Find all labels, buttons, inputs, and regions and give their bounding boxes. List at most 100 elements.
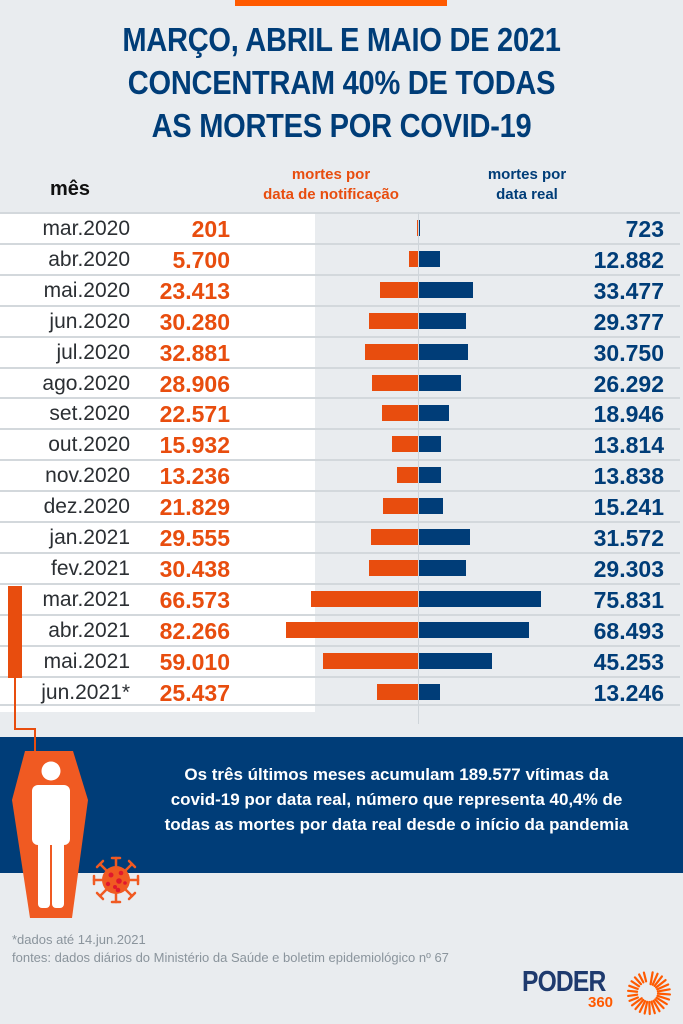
category-label: mar.2020 <box>42 217 130 240</box>
sun-ray <box>628 984 639 990</box>
sun-ray <box>656 983 670 991</box>
notification-bar <box>377 683 418 700</box>
real-value-label: 33.477 <box>593 277 664 304</box>
sun-ray <box>654 978 667 989</box>
notification-bar <box>382 498 418 515</box>
real-bar <box>419 529 470 545</box>
sun-ray <box>654 998 665 1010</box>
chart-row: fev.2021 30.438 29.303 <box>0 551 680 583</box>
sun-ray <box>633 976 643 986</box>
notification-value-label: 21.829 <box>159 494 230 521</box>
category-label: ago.2020 <box>42 371 130 395</box>
real-bar <box>419 652 492 669</box>
real-bar <box>419 467 442 484</box>
real-bar <box>419 498 444 515</box>
notification-bar <box>286 621 418 638</box>
real-bar <box>419 590 541 607</box>
notification-value-label: 23.413 <box>159 277 230 304</box>
category-label: fev.2021 <box>50 556 130 580</box>
sun-ray <box>628 996 639 1002</box>
sun-ray <box>630 997 643 1007</box>
real-value-label: 18.946 <box>593 401 664 428</box>
sun-ray <box>627 993 639 998</box>
real-value-label: 15.241 <box>593 494 664 521</box>
category-label: mar.2021 <box>42 587 130 611</box>
notification-value-label: 15.932 <box>159 432 230 459</box>
footnote-data-date: *dados até 14.jun.2021 <box>12 932 146 947</box>
chart-row: jun.2021* 25.437 13.246 <box>0 675 680 706</box>
title-line: CONCENTRAM 40% DE TODAS <box>127 64 556 101</box>
chart-row: abr.2021 82.266 68.493 <box>0 613 680 645</box>
real-bar <box>419 559 467 576</box>
real-value-label: 13.246 <box>593 679 664 706</box>
sun-ray <box>627 989 639 993</box>
category-label: jun.2021* <box>41 680 130 704</box>
real-value-label: 29.377 <box>593 308 664 335</box>
category-label: jul.2020 <box>56 340 130 364</box>
real-value-label: 31.572 <box>593 525 664 551</box>
legend-notification-line: mortes por <box>291 166 371 183</box>
chart-row: mai.2020 23.413 33.477 <box>0 273 680 305</box>
notification-bar <box>396 467 418 484</box>
sun-rays-icon <box>627 971 672 1016</box>
connector-line <box>14 678 36 752</box>
chart-row: jul.2020 32.881 30.750 <box>0 335 680 367</box>
real-bar <box>419 250 440 267</box>
chart-row: mai.2021 59.010 45.253 <box>0 644 680 676</box>
legend-real: mortes por data real <box>455 165 599 205</box>
notification-value-label: 29.555 <box>159 525 230 551</box>
chart-row: set.2020 22.571 18.946 <box>0 397 680 428</box>
real-bar <box>419 436 442 453</box>
real-value-label: 26.292 <box>593 370 664 397</box>
notification-bar <box>365 343 418 360</box>
category-label: abr.2021 <box>48 618 130 642</box>
category-label: jun.2020 <box>49 309 130 333</box>
notification-value-label: 82.266 <box>159 617 230 644</box>
real-value-label: 68.493 <box>593 617 664 644</box>
title-line: AS MORTES POR COVID-19 <box>151 107 532 144</box>
notification-bar <box>369 312 418 329</box>
footnote-sources: fontes: dados diários do Ministério da S… <box>12 950 449 965</box>
category-label: abr.2020 <box>48 247 130 271</box>
sun-ray <box>650 1000 656 1015</box>
footer: *dados até 14.jun.2021 fontes: dados diá… <box>12 931 449 967</box>
callout-line: covid-19 por data real, número que repre… <box>170 790 623 809</box>
chart-row: nov.2020 13.236 13.838 <box>0 459 680 490</box>
sun-ray <box>656 992 672 996</box>
real-value-label: 29.303 <box>593 555 664 582</box>
chart-row: jun.2020 30.280 29.377 <box>0 304 680 336</box>
person-icon <box>32 761 70 908</box>
category-label: mai.2020 <box>43 278 130 302</box>
notification-value-label: 201 <box>191 216 230 242</box>
real-bar <box>419 312 467 329</box>
notification-bar <box>392 436 418 453</box>
notification-value-label: 13.236 <box>159 463 230 490</box>
real-bar <box>419 405 450 422</box>
notification-bar <box>311 590 418 607</box>
sun-ray <box>638 999 647 1013</box>
logo-number: 360 <box>588 994 614 1011</box>
real-value-label: 75.831 <box>593 586 664 613</box>
category-label: mai.2021 <box>43 649 130 673</box>
title-line: MARÇO, ABRIL E MAIO DE 2021 <box>122 21 561 58</box>
real-bar <box>419 374 462 391</box>
notification-bar <box>417 220 418 236</box>
label-column-background <box>0 212 315 712</box>
chart-row: dez.2020 21.829 15.241 <box>0 490 680 521</box>
real-value-label: 12.882 <box>593 246 664 273</box>
sun-ray <box>630 980 641 988</box>
notification-value-label: 30.438 <box>159 555 230 582</box>
chart-row: abr.2020 5.700 12.882 <box>0 242 680 274</box>
real-value-label: 30.750 <box>593 339 664 366</box>
chart-row: jan.2021 29.555 31.572 <box>0 521 680 552</box>
real-bar <box>419 220 421 236</box>
notification-value-label: 5.700 <box>172 246 230 273</box>
real-bar <box>419 621 529 638</box>
sun-ray <box>653 975 664 988</box>
notification-value-label: 28.906 <box>159 370 230 397</box>
chart-row: mar.2020 201 723 <box>0 212 680 243</box>
sun-ray <box>638 973 645 984</box>
logo-wordmark: PODER <box>522 966 606 998</box>
callout-line: todas as mortes por data real desde o in… <box>164 815 629 834</box>
